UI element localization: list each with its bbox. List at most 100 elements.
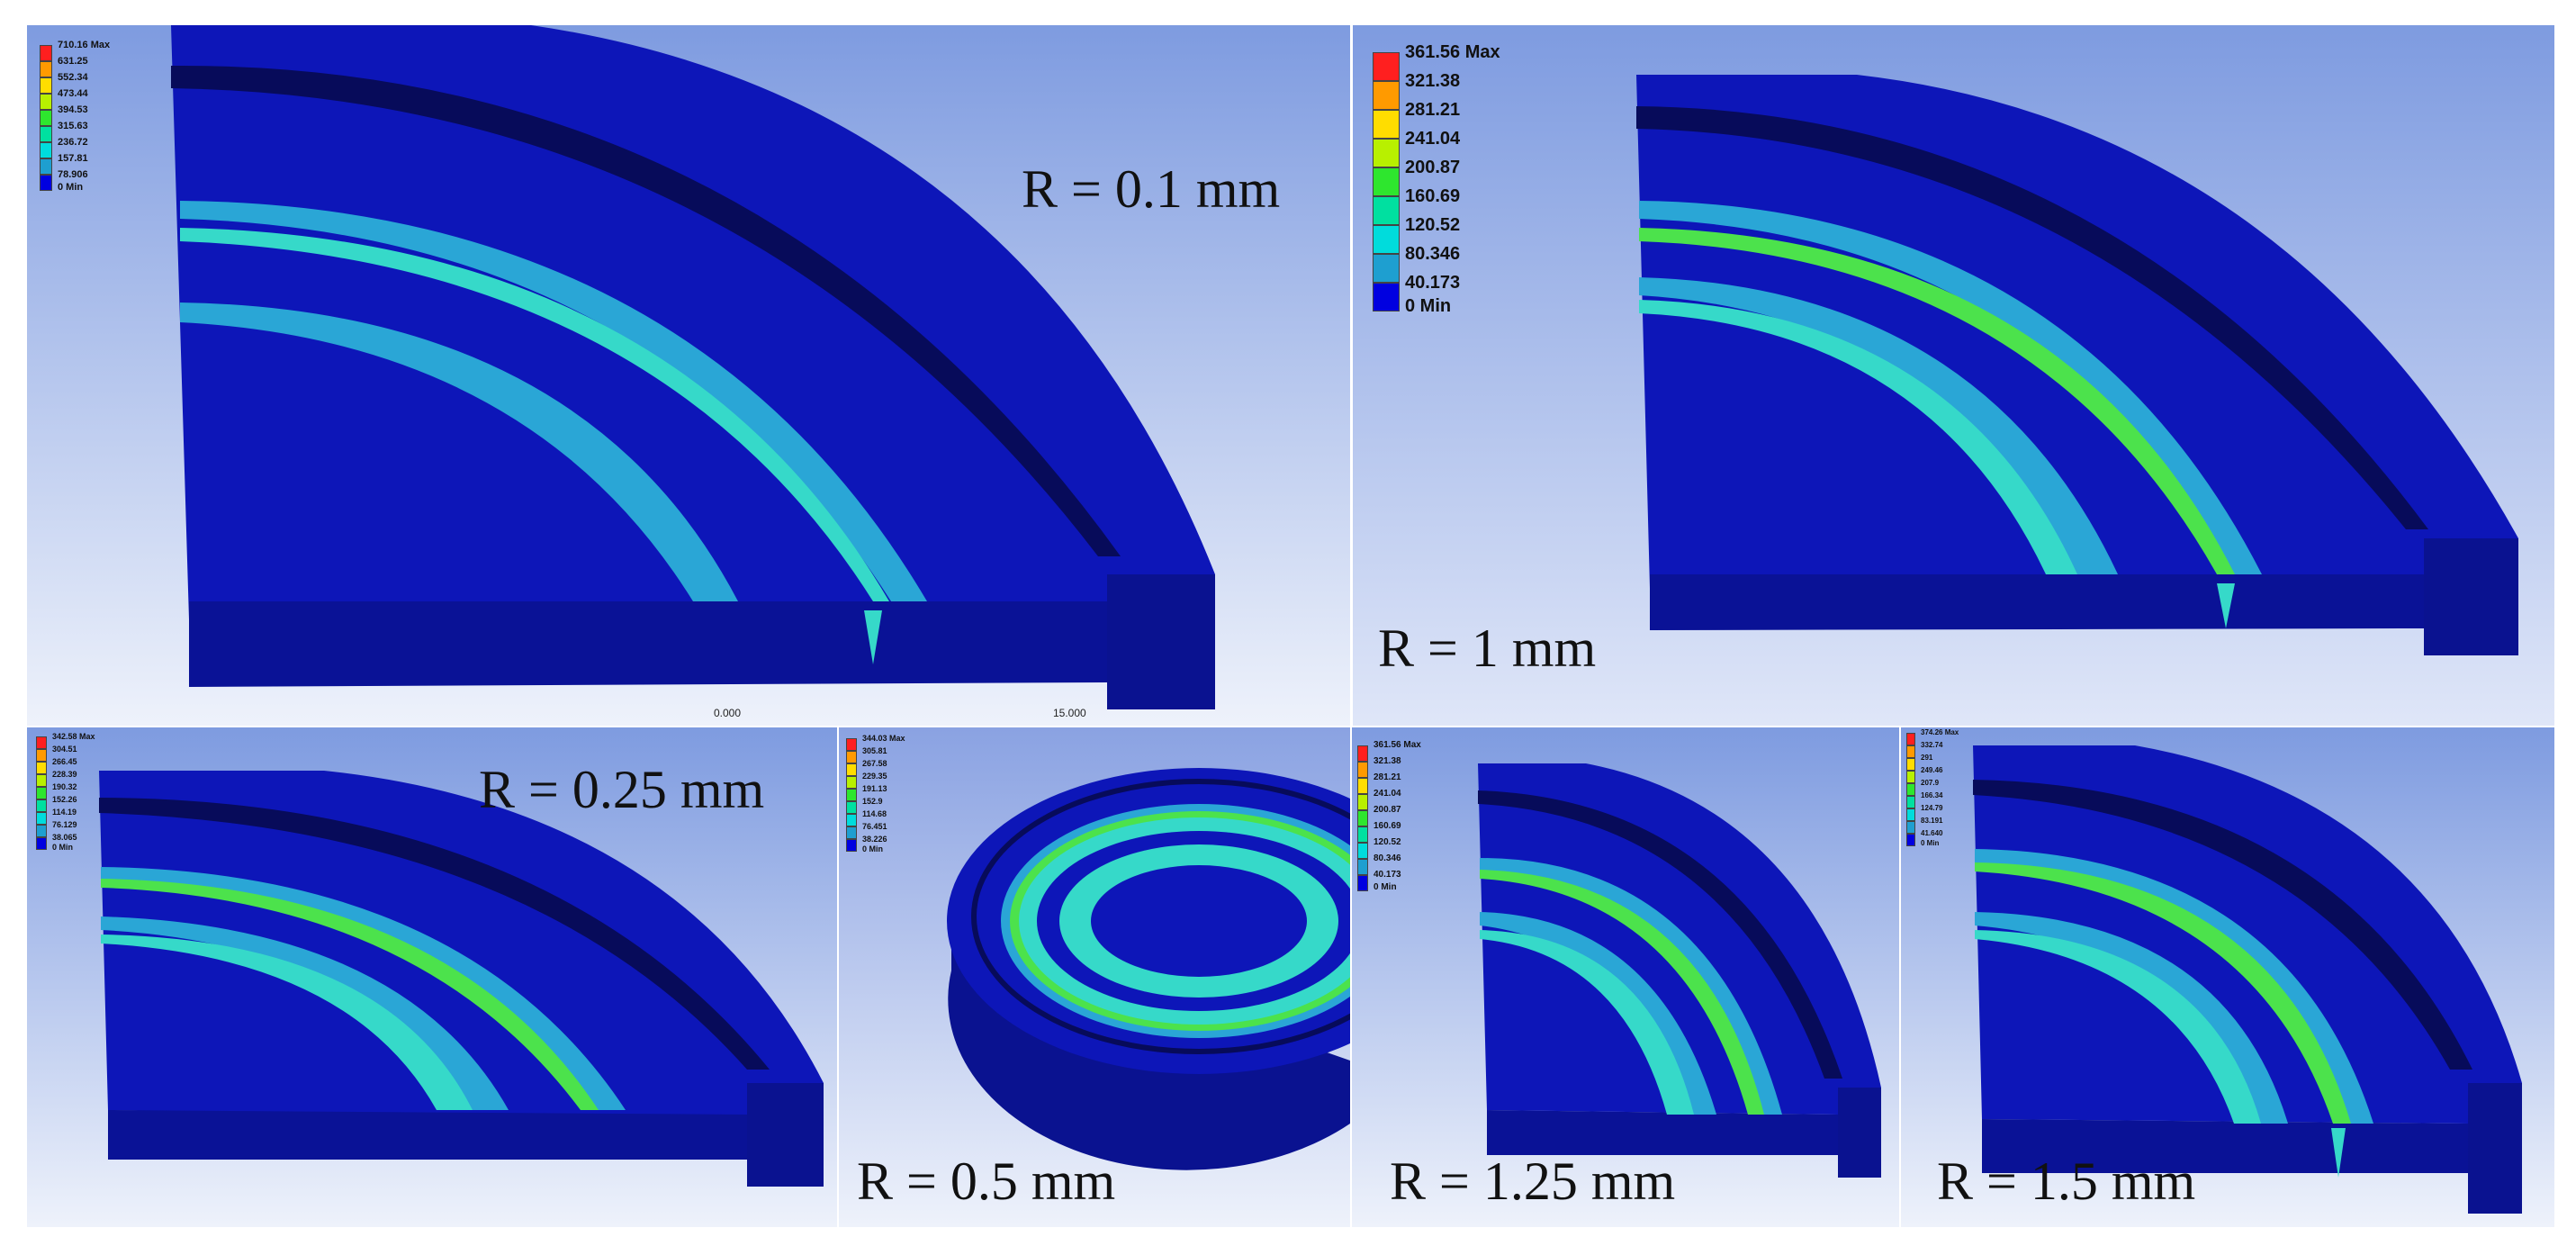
legend-label: 78.906 <box>58 168 88 180</box>
legend-label: 361.56 Max <box>1374 740 1421 750</box>
legend-row: 40.173 <box>1357 871 1421 891</box>
legend-swatch <box>846 839 857 852</box>
legend-row: 0 Min <box>1373 297 1500 330</box>
legend-swatch <box>1357 762 1368 778</box>
legend-row: 124.79 <box>1906 805 1959 821</box>
legend-swatch <box>1906 745 1915 758</box>
legend-swatch <box>40 45 52 61</box>
legend-label: 38.065 <box>52 832 77 842</box>
viewport-background <box>1901 727 2554 1227</box>
legend-label: 0 Min <box>1405 296 1452 316</box>
legend-row: 120.52 <box>1357 838 1421 859</box>
axis-tick-0: 0.000 <box>714 707 742 719</box>
legend-row: 200.87 <box>1357 806 1421 826</box>
legend-row: 281.21 <box>1373 101 1500 139</box>
legend-row: 160.69 <box>1373 187 1500 225</box>
legend-swatch <box>1906 834 1915 846</box>
legend-label: 552.34 <box>58 71 88 83</box>
legend-row: 166.34 <box>1906 792 1959 808</box>
quarter-model <box>1478 763 1881 1178</box>
quarter-model <box>171 25 1215 709</box>
panel-r-1: 361.56 Max 321.38 281.21 241.04 200.87 160.69… <box>1353 25 2554 726</box>
legend-swatch <box>1906 783 1915 796</box>
viewport-background <box>27 727 837 1227</box>
viewport-background <box>1352 727 1899 1227</box>
legend-label: 281.21 <box>1405 100 1461 120</box>
legend-label: 241.04 <box>1374 789 1401 799</box>
viewport-background <box>27 25 1350 726</box>
legend-label: 267.58 <box>862 758 887 768</box>
legend-row: 0 Min <box>36 844 95 858</box>
legend-label: 374.26 Max <box>1921 728 1959 736</box>
legend-swatch <box>40 142 52 158</box>
legend-swatch <box>1357 794 1368 810</box>
legend-swatch <box>36 774 47 787</box>
legend-swatch <box>1357 875 1368 891</box>
viewport-background <box>1353 25 2554 726</box>
legend-swatch <box>36 799 47 812</box>
legend-swatch <box>1906 808 1915 821</box>
legend-swatch <box>846 826 857 839</box>
legend-label: 41.640 <box>1921 829 1943 837</box>
legend-row: 236.72 <box>40 137 110 158</box>
legend-swatch <box>1373 254 1400 283</box>
legend-label: 361.56 Max <box>1405 42 1500 62</box>
panel-r-0-5: 344.03 Max 305.81 267.58 229.35 191.13 152.9 1… <box>839 727 1350 1227</box>
legend-swatch <box>846 763 857 776</box>
legend-row: 267.58 <box>846 758 905 776</box>
radius-label: R = 0.5 mm <box>857 1151 1116 1211</box>
legend-label: 321.38 <box>1405 71 1461 91</box>
legend-row: 0 Min <box>1357 883 1421 900</box>
legend-label: 291 <box>1921 754 1933 762</box>
quarter-model <box>1636 75 2518 655</box>
color-legend: 710.16 Max 631.25 552.34 473.44 394.53 315.63… <box>40 40 110 201</box>
legend-row: 229.35 <box>846 772 905 789</box>
legend-row: 76.129 <box>36 820 95 837</box>
color-legend: 361.56 Max 321.38 281.21 241.04 200.87 160.69… <box>1373 43 1500 330</box>
legend-label: 342.58 Max <box>52 731 95 741</box>
legend-label: 80.346 <box>1374 853 1401 863</box>
color-legend: 344.03 Max 305.81 267.58 229.35 191.13 152.9 1… <box>846 734 905 860</box>
legend-row: 0 Min <box>846 845 905 860</box>
viewport-background <box>839 727 1350 1227</box>
legend-swatch <box>1373 52 1400 81</box>
legend-row: 152.9 <box>846 797 905 814</box>
legend-swatch <box>1373 110 1400 139</box>
legend-label: 0 Min <box>58 182 84 193</box>
legend-swatch <box>1357 778 1368 794</box>
legend-swatch <box>36 825 47 837</box>
legend-row: 332.74 <box>1906 742 1959 758</box>
legend-label: 152.26 <box>52 794 77 804</box>
legend-swatch <box>1906 796 1915 808</box>
legend-swatch <box>1373 196 1400 225</box>
legend-row: 249.46 <box>1906 767 1959 783</box>
legend-label: 80.346 <box>1405 244 1461 264</box>
legend-label: 40.173 <box>1374 870 1401 880</box>
legend-row: 304.51 <box>36 745 95 762</box>
legend-label: 249.46 <box>1921 766 1943 774</box>
legend-swatch <box>846 776 857 789</box>
legend-label: 38.226 <box>862 834 887 844</box>
legend-swatch <box>846 801 857 814</box>
legend-row: 228.39 <box>36 769 95 787</box>
legend-swatch <box>846 751 857 763</box>
legend-row: 114.19 <box>36 808 95 825</box>
legend-label: 304.51 <box>52 744 77 754</box>
legend-label: 228.39 <box>52 769 77 779</box>
legend-label: 40.173 <box>1405 273 1461 293</box>
legend-swatch <box>36 749 47 762</box>
legend-swatch <box>1357 745 1368 762</box>
legend-row: 152.26 <box>36 794 95 812</box>
panel-r-1-5: 374.26 Max 332.74 291 249.46 207.9 166.34 124.… <box>1901 727 2554 1227</box>
legend-row: 83.191 <box>1906 817 1959 834</box>
legend-row: 266.45 <box>36 757 95 774</box>
legend-label: 305.81 <box>862 745 887 755</box>
quarter-model <box>99 771 824 1187</box>
color-legend: 374.26 Max 332.74 291 249.46 207.9 166.34 124.… <box>1906 729 1959 853</box>
legend-label: 166.34 <box>1921 791 1943 799</box>
legend-row: 76.451 <box>846 822 905 839</box>
legend-row: 191.13 <box>846 784 905 801</box>
legend-row: 80.346 <box>1357 854 1421 875</box>
legend-row: 38.226 <box>846 835 905 852</box>
legend-row: 207.9 <box>1906 780 1959 796</box>
